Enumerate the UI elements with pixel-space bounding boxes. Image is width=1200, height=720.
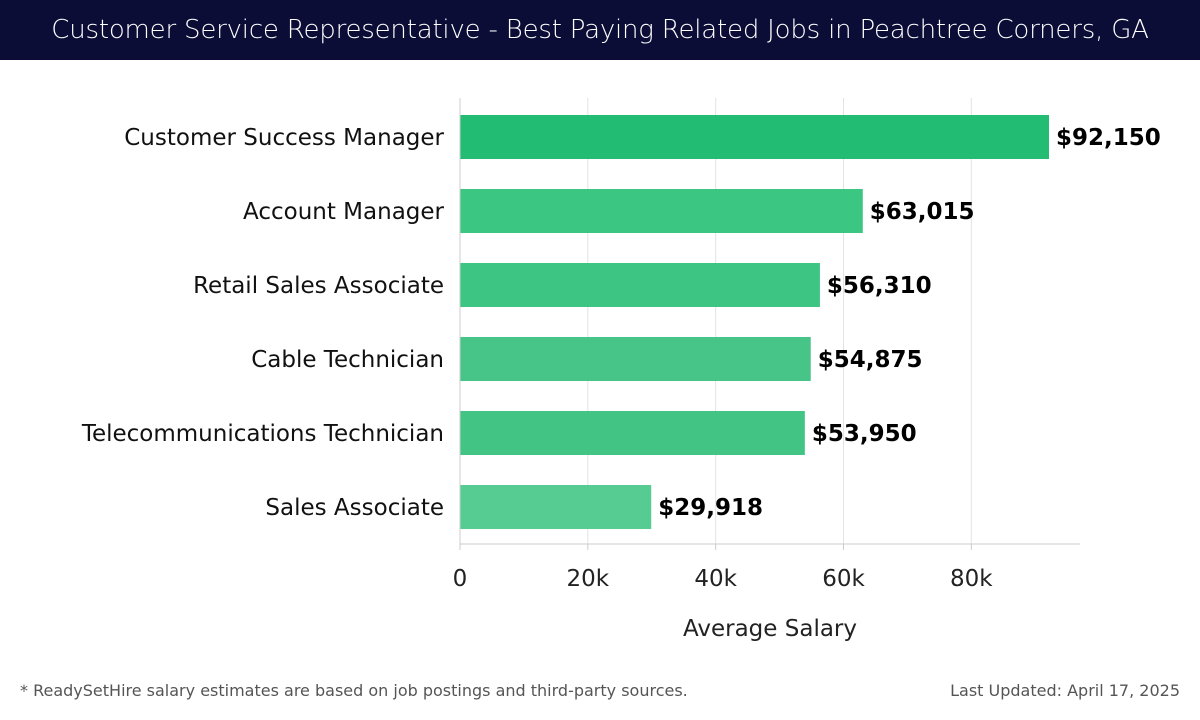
value-label: $63,015	[870, 199, 975, 225]
category-label: Customer Success Manager	[124, 125, 444, 151]
value-label: $54,875	[818, 347, 923, 373]
footer-note: * ReadySetHire salary estimates are base…	[20, 681, 688, 700]
bar	[460, 411, 805, 455]
value-label: $56,310	[827, 273, 932, 299]
category-label: Cable Technician	[251, 347, 444, 373]
x-tick-label: 60k	[822, 566, 865, 592]
bar	[460, 115, 1049, 159]
last-updated: Last Updated: April 17, 2025	[950, 681, 1180, 700]
salary-bar-chart: $92,150 $63,015 $56,310 $54,875 $53,950 $29,9…	[81, 98, 1161, 642]
category-label: Telecommunications Technician	[81, 421, 444, 447]
x-tick-label: 80k	[950, 566, 993, 592]
bar	[460, 263, 820, 307]
category-label: Retail Sales Associate	[193, 273, 444, 299]
category-labels: Customer Success Manager Account Manager R…	[81, 125, 445, 521]
x-tick-label: 20k	[567, 566, 610, 592]
x-axis-title: Average Salary	[683, 616, 857, 642]
x-axis: 0 20k 40k 60k 80k	[453, 98, 1080, 592]
x-tick-label: 40k	[694, 566, 737, 592]
value-label: $92,150	[1056, 125, 1161, 151]
bar	[460, 485, 652, 529]
category-label: Sales Associate	[265, 495, 444, 521]
value-label: $53,950	[812, 421, 917, 447]
bar	[460, 189, 863, 233]
bars: $92,150 $63,015 $56,310 $54,875 $53,950 $29,9…	[460, 115, 1161, 529]
x-tick-label: 0	[453, 566, 468, 592]
chart-title: Customer Service Representative - Best P…	[51, 15, 1149, 45]
bar	[460, 337, 811, 381]
category-label: Account Manager	[243, 199, 445, 225]
value-label: $29,918	[658, 495, 763, 521]
chart-header: Customer Service Representative - Best P…	[0, 0, 1200, 60]
gridlines	[459, 98, 972, 544]
